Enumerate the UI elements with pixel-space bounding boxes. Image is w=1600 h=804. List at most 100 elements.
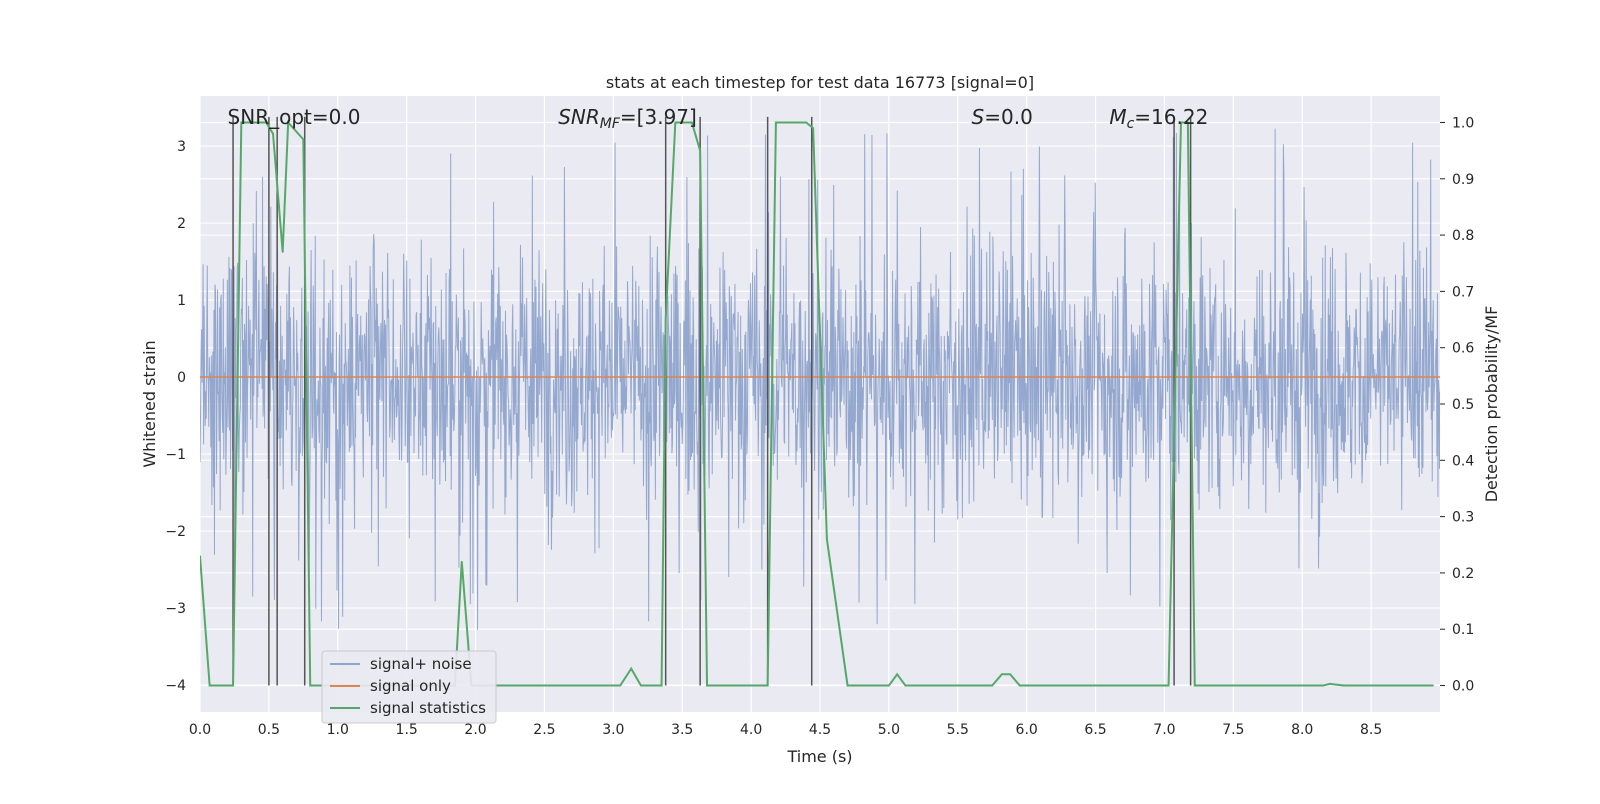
x-tick-labels: 0.0 0.5 1.0 1.5 2.0 2.5 3.0 3.5 4.0 4.5 5.0 5.5 6.0 6… <box>189 722 1382 738</box>
statistics-series <box>200 119 1434 687</box>
y-right-tick-label: 0.7 <box>1452 284 1474 300</box>
statistics-point <box>1018 684 1021 687</box>
y-right-tick-labels: 1.0 0.9 0.8 0.7 0.6 0.5 0.4 0.3 0.2 0.1 0.0 <box>1452 115 1474 694</box>
statistics-point <box>991 684 994 687</box>
y-left-tick-label: −2 <box>165 524 186 540</box>
annotation-label: SNR_opt=0.0 <box>228 105 361 129</box>
statistics-point <box>846 684 849 687</box>
x-tick-label: 1.5 <box>396 722 418 738</box>
y-left-tick-label: −4 <box>165 678 186 694</box>
statistics-point <box>1167 684 1170 687</box>
y-axis-right-label: Detection probability/MF <box>1482 306 1501 503</box>
x-tick-label: 8.5 <box>1360 722 1382 738</box>
legend: signal+ noise signal only signal statist… <box>321 650 497 724</box>
statistics-point <box>640 684 642 687</box>
y-right-tick-label: 0.6 <box>1452 341 1474 357</box>
x-tick-label: 3.0 <box>602 722 624 738</box>
statistics-point <box>1432 684 1434 687</box>
y-left-tick-label: 2 <box>177 216 186 232</box>
y-left-tick-label: 0 <box>177 370 186 386</box>
legend-label-noise: signal+ noise <box>370 655 472 673</box>
legend-label-statistics: signal statistics <box>370 699 486 717</box>
statistics-point <box>888 684 890 687</box>
statistics-point <box>309 684 312 687</box>
statistics-point <box>706 684 708 687</box>
y-right-tick-label: 0.9 <box>1452 172 1474 188</box>
statistics-point <box>1187 121 1189 124</box>
statistics-point <box>826 538 828 540</box>
statistics-point <box>208 684 211 687</box>
statistics-point <box>674 121 677 124</box>
statistics-point <box>904 684 907 687</box>
x-tick-label: 6.0 <box>1016 722 1038 738</box>
annotation-label: Mc=16.22 <box>1109 105 1208 132</box>
x-tick-label: 7.0 <box>1153 722 1175 738</box>
legend-label-signal: signal only <box>370 677 451 695</box>
annotation-label: S=0.0 <box>972 105 1033 129</box>
statistics-point <box>281 251 284 253</box>
statistics-point <box>664 318 667 321</box>
y-left-tick-label: −3 <box>165 601 186 617</box>
y-right-tick-label: 0.1 <box>1452 622 1474 638</box>
x-tick-label: 2.5 <box>533 722 555 738</box>
x-tick-label: 8.0 <box>1291 722 1313 738</box>
y-right-tick-label: 0.8 <box>1452 228 1474 244</box>
x-tick-label: 4.0 <box>740 722 762 738</box>
y-right-tick-label: 0.5 <box>1452 397 1474 413</box>
statistics-point <box>1342 684 1345 687</box>
statistics-point <box>302 138 305 141</box>
chart-title: stats at each timestep for test data 167… <box>606 73 1034 92</box>
statistics-point <box>1180 121 1182 124</box>
x-tick-label: 2.0 <box>464 722 486 738</box>
annotations: SNR_opt=0.0 SNRMF=[3.97] S=0.0 Mc=16.22 <box>228 105 1209 132</box>
statistics-point <box>1009 673 1011 676</box>
y-right-tick-label: 0.2 <box>1452 566 1474 582</box>
statistics-point <box>287 121 289 124</box>
statistics-point <box>200 555 201 557</box>
statistics-point <box>766 684 769 687</box>
statistics-point <box>1322 684 1324 687</box>
x-tick-label: 7.5 <box>1222 722 1244 738</box>
x-axis-label: Time (s) <box>786 747 852 766</box>
x-tick-label: 3.5 <box>671 722 693 738</box>
statistics-point <box>630 667 633 670</box>
statistics-point <box>619 684 622 687</box>
x-tick-label: 4.5 <box>809 722 831 738</box>
x-tick-label: 5.0 <box>878 722 900 738</box>
x-tick-label: 6.5 <box>1084 722 1106 738</box>
statistics-point <box>1193 684 1196 687</box>
statistics-point <box>691 121 693 124</box>
statistics-point <box>232 684 234 687</box>
y-left-tick-labels: 3 2 1 0 −1 −2 −3 −4 <box>165 139 186 694</box>
statistics-point <box>1001 673 1003 676</box>
statistics-point <box>460 560 463 563</box>
x-tick-label: 0.0 <box>189 722 211 738</box>
y-right-tick-label: 0.0 <box>1452 679 1474 695</box>
statistics-point <box>915 684 918 687</box>
x-tick-label: 0.5 <box>258 722 280 738</box>
statistics-point <box>805 121 808 124</box>
statistics-point <box>240 121 243 124</box>
y-left-tick-label: −1 <box>165 447 186 463</box>
statistics-point <box>896 673 898 676</box>
annotation-label: SNRMF=[3.97] <box>558 105 697 132</box>
y-right-tick-label: 0.4 <box>1452 453 1474 469</box>
statistics-point <box>1328 683 1331 685</box>
x-tick-label: 1.0 <box>327 722 349 738</box>
statistics-point <box>699 149 701 152</box>
x-tick-label: 5.5 <box>947 722 969 738</box>
statistics-point <box>812 127 814 129</box>
statistics-point <box>660 684 663 687</box>
y-left-tick-label: 1 <box>177 293 186 309</box>
statistics-point <box>265 121 267 124</box>
y-left-tick-label: 3 <box>177 139 186 155</box>
statistics-line <box>200 119 1434 687</box>
y-right-tick-label: 0.3 <box>1452 510 1474 526</box>
y-right-tick-label: 1.0 <box>1452 115 1474 131</box>
y-axis-left-label: Whitened strain <box>140 340 159 467</box>
statistics-point <box>775 121 777 124</box>
legend-box <box>321 650 497 724</box>
statistics-point <box>272 132 274 135</box>
